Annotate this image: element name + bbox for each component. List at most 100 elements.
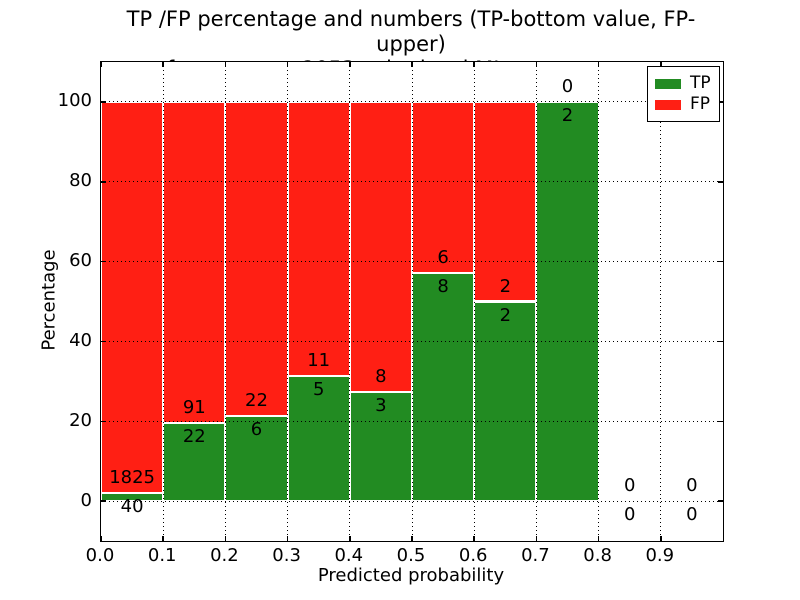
y-tick-label: 20 <box>69 409 92 431</box>
x-tick-mark <box>660 536 662 541</box>
fp-bar-segment <box>474 101 537 302</box>
vertical-gridline <box>535 62 537 541</box>
tp-bar-segment <box>163 423 226 502</box>
x-tick-mark <box>597 536 600 541</box>
x-tick-mark <box>411 536 413 541</box>
y-tick-mark <box>718 101 723 103</box>
y-tick-mark <box>718 500 723 502</box>
fp-bar-segment <box>101 101 164 493</box>
fp-bar-segment <box>163 101 226 424</box>
x-tick-label: 0.9 <box>645 545 675 566</box>
y-tick-mark <box>718 340 723 343</box>
x-tick-mark <box>224 536 227 541</box>
tp-count-label: 8 <box>437 275 449 297</box>
x-tick-mark <box>535 62 538 67</box>
x-tick-mark <box>473 536 475 541</box>
tp-count-label: 40 <box>120 495 144 517</box>
tp-legend-swatch <box>655 78 681 89</box>
y-tick-mark <box>101 420 106 422</box>
fp-count-label: 22 <box>245 389 268 411</box>
y-tick-mark <box>101 260 106 263</box>
y-tick-mark <box>718 260 723 263</box>
legend-entry-label: FP <box>690 94 711 114</box>
fp-bar-segment <box>287 101 350 377</box>
x-tick-mark <box>162 62 164 67</box>
vertical-gridline <box>411 62 413 541</box>
legend-entry: TP <box>655 74 713 93</box>
tp-bar-segment <box>225 415 288 502</box>
x-tick-mark <box>473 62 475 67</box>
x-tick-mark <box>660 62 662 67</box>
fp-bar-segment <box>225 101 288 416</box>
x-tick-label: 0.1 <box>147 545 177 566</box>
y-tick-mark <box>101 181 106 183</box>
tp-count-label: 0 <box>686 504 698 526</box>
fp-count-label: 8 <box>375 366 387 388</box>
tp-count-label: 2 <box>561 104 574 126</box>
tp-count-label: 2 <box>499 304 512 326</box>
x-tick-label: 0.0 <box>85 545 115 566</box>
chart-title-line1: TP /FP percentage and numbers (TP-bottom… <box>126 7 696 56</box>
x-tick-mark <box>535 536 538 541</box>
y-tick-mark <box>101 101 106 103</box>
y-tick-mark <box>101 500 106 502</box>
y-tick-label: 80 <box>69 170 92 192</box>
fp-count-label: 91 <box>182 397 206 419</box>
y-tick-label: 100 <box>57 90 92 112</box>
tp-bar-segment <box>536 101 599 502</box>
x-tick-label: 0.2 <box>210 545 239 566</box>
fp-bar-segment <box>412 101 475 273</box>
fp-count-label: 0 <box>623 475 636 497</box>
x-tick-mark <box>286 62 289 67</box>
x-tick-label: 0.8 <box>583 545 612 566</box>
y-tick-label: 0 <box>80 489 92 511</box>
fp-count-label: 0 <box>686 475 698 497</box>
tp-bar-segment <box>412 272 475 502</box>
fp-count-label: 1825 <box>109 466 155 488</box>
x-tick-mark <box>162 536 164 541</box>
x-tick-label: 0.5 <box>396 545 426 566</box>
fp-bar-segment <box>349 101 412 393</box>
x-tick-mark <box>597 62 600 67</box>
tp-bar-segment <box>287 376 350 502</box>
tp-count-label: 22 <box>182 426 206 448</box>
legend-entry-label: TP <box>690 73 711 93</box>
legend: TP FP <box>647 66 720 122</box>
x-tick-mark <box>224 62 227 67</box>
x-tick-mark <box>349 62 351 67</box>
x-axis-label: Predicted probability <box>317 565 505 586</box>
fp-count-label: 2 <box>499 275 512 297</box>
x-tick-label: 0.6 <box>458 545 488 566</box>
fp-count-label: 6 <box>437 246 449 268</box>
x-tick-label: 0.7 <box>521 545 550 566</box>
y-tick-label: 60 <box>69 250 92 272</box>
x-tick-mark <box>100 536 102 541</box>
x-tick-mark <box>100 62 102 67</box>
x-tick-mark <box>349 536 351 541</box>
vertical-gridline <box>473 62 475 541</box>
y-tick-mark <box>718 420 723 422</box>
x-tick-label: 0.3 <box>272 545 301 566</box>
vertical-gridline <box>349 62 351 541</box>
y-tick-label: 40 <box>69 329 92 351</box>
vertical-gridline <box>660 62 662 541</box>
y-tick-mark <box>718 181 723 183</box>
fp-count-label: 11 <box>307 350 331 372</box>
x-tick-mark <box>286 536 289 541</box>
tp-count-label: 3 <box>375 395 387 417</box>
legend-entry: FP <box>655 95 713 114</box>
vertical-gridline <box>224 62 226 541</box>
vertical-gridline <box>287 62 289 541</box>
tp-count-label: 0 <box>623 504 636 526</box>
y-tick-mark <box>101 340 106 343</box>
x-tick-label: 0.4 <box>334 545 364 566</box>
plot-area: 1825 40 91 22 22 6 11 5 8 3 6 8 2 2 0 2 0 0 0 0 TP FP <box>100 61 724 542</box>
tp-count-label: 6 <box>250 418 263 440</box>
y-axis-label: Percentage <box>38 249 60 351</box>
vertical-gridline <box>598 62 600 541</box>
fp-count-label: 0 <box>561 75 574 97</box>
fp-legend-swatch <box>655 99 681 110</box>
tp-bar-segment <box>474 301 537 502</box>
tp-count-label: 5 <box>312 379 325 401</box>
